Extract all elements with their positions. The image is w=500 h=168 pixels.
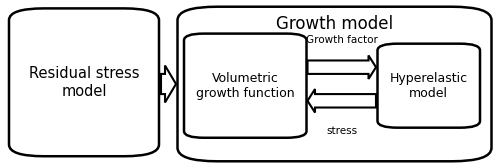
Polygon shape: [308, 55, 376, 79]
FancyBboxPatch shape: [378, 44, 480, 128]
FancyBboxPatch shape: [9, 8, 159, 156]
Text: stress: stress: [326, 126, 357, 136]
FancyBboxPatch shape: [184, 34, 306, 138]
Text: Volumetric
growth function: Volumetric growth function: [196, 72, 294, 100]
Polygon shape: [308, 89, 376, 113]
Text: Hyperelastic
model: Hyperelastic model: [390, 72, 468, 100]
Text: Residual stress
model: Residual stress model: [28, 66, 139, 98]
Text: Growth factor: Growth factor: [306, 35, 378, 45]
Polygon shape: [161, 66, 176, 102]
Text: Growth model: Growth model: [276, 14, 393, 33]
FancyBboxPatch shape: [178, 7, 492, 161]
